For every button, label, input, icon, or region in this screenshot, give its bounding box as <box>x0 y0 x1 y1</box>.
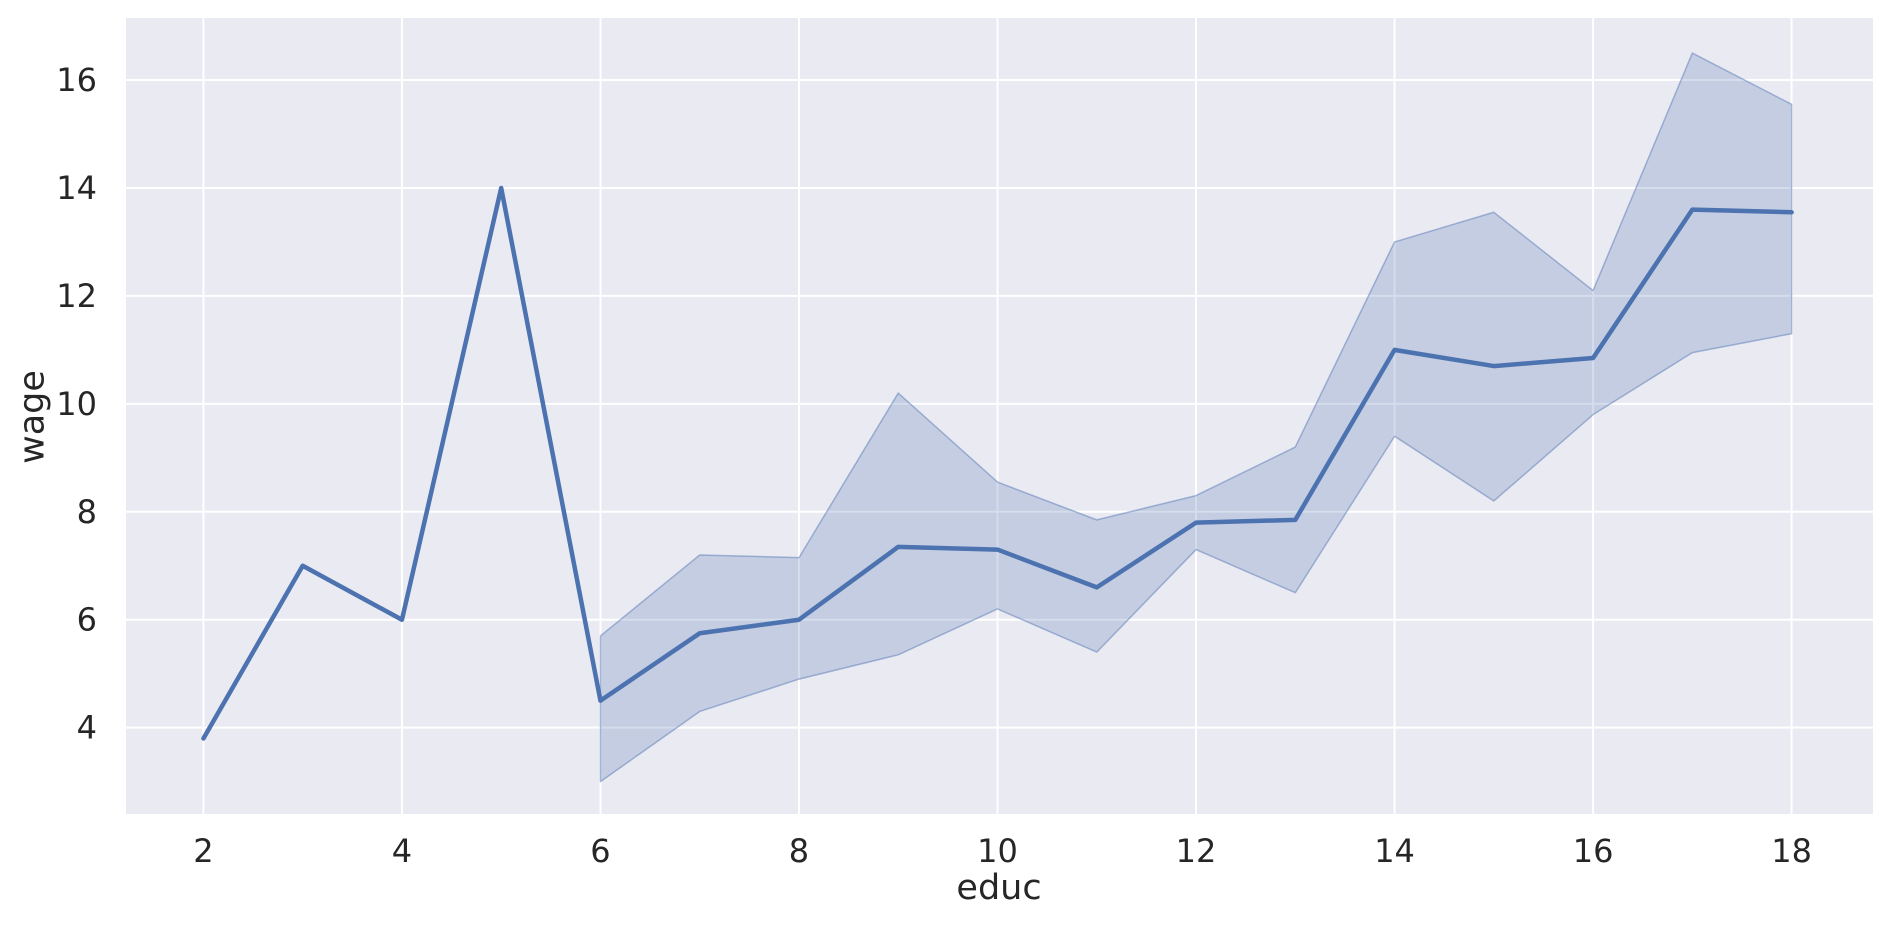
wage-line <box>201 185 1794 741</box>
x-tick-label: 14 <box>1374 832 1415 870</box>
y-axis-label: wage <box>12 370 53 464</box>
x-tick-label: 6 <box>590 832 610 870</box>
x-tick-label: 8 <box>789 832 809 870</box>
plot-area <box>126 18 1873 814</box>
confidence-band <box>599 52 1793 783</box>
x-tick-label: 16 <box>1573 832 1614 870</box>
x-axis-label: educ <box>956 868 1042 908</box>
y-tick-label: 4 <box>77 709 97 747</box>
x-tick-label: 18 <box>1771 832 1812 870</box>
y-tick-label: 8 <box>77 493 97 531</box>
y-tick-label: 14 <box>56 169 97 207</box>
y-tick-label: 16 <box>56 61 97 99</box>
x-tick-label: 12 <box>1176 832 1217 870</box>
x-tick-label: 4 <box>392 832 412 870</box>
y-tick-label: 10 <box>56 385 97 423</box>
y-tick-label: 12 <box>56 277 97 315</box>
y-tick-label: 6 <box>77 601 97 639</box>
x-tick-label: 10 <box>977 832 1018 870</box>
x-tick-label: 2 <box>193 832 213 870</box>
